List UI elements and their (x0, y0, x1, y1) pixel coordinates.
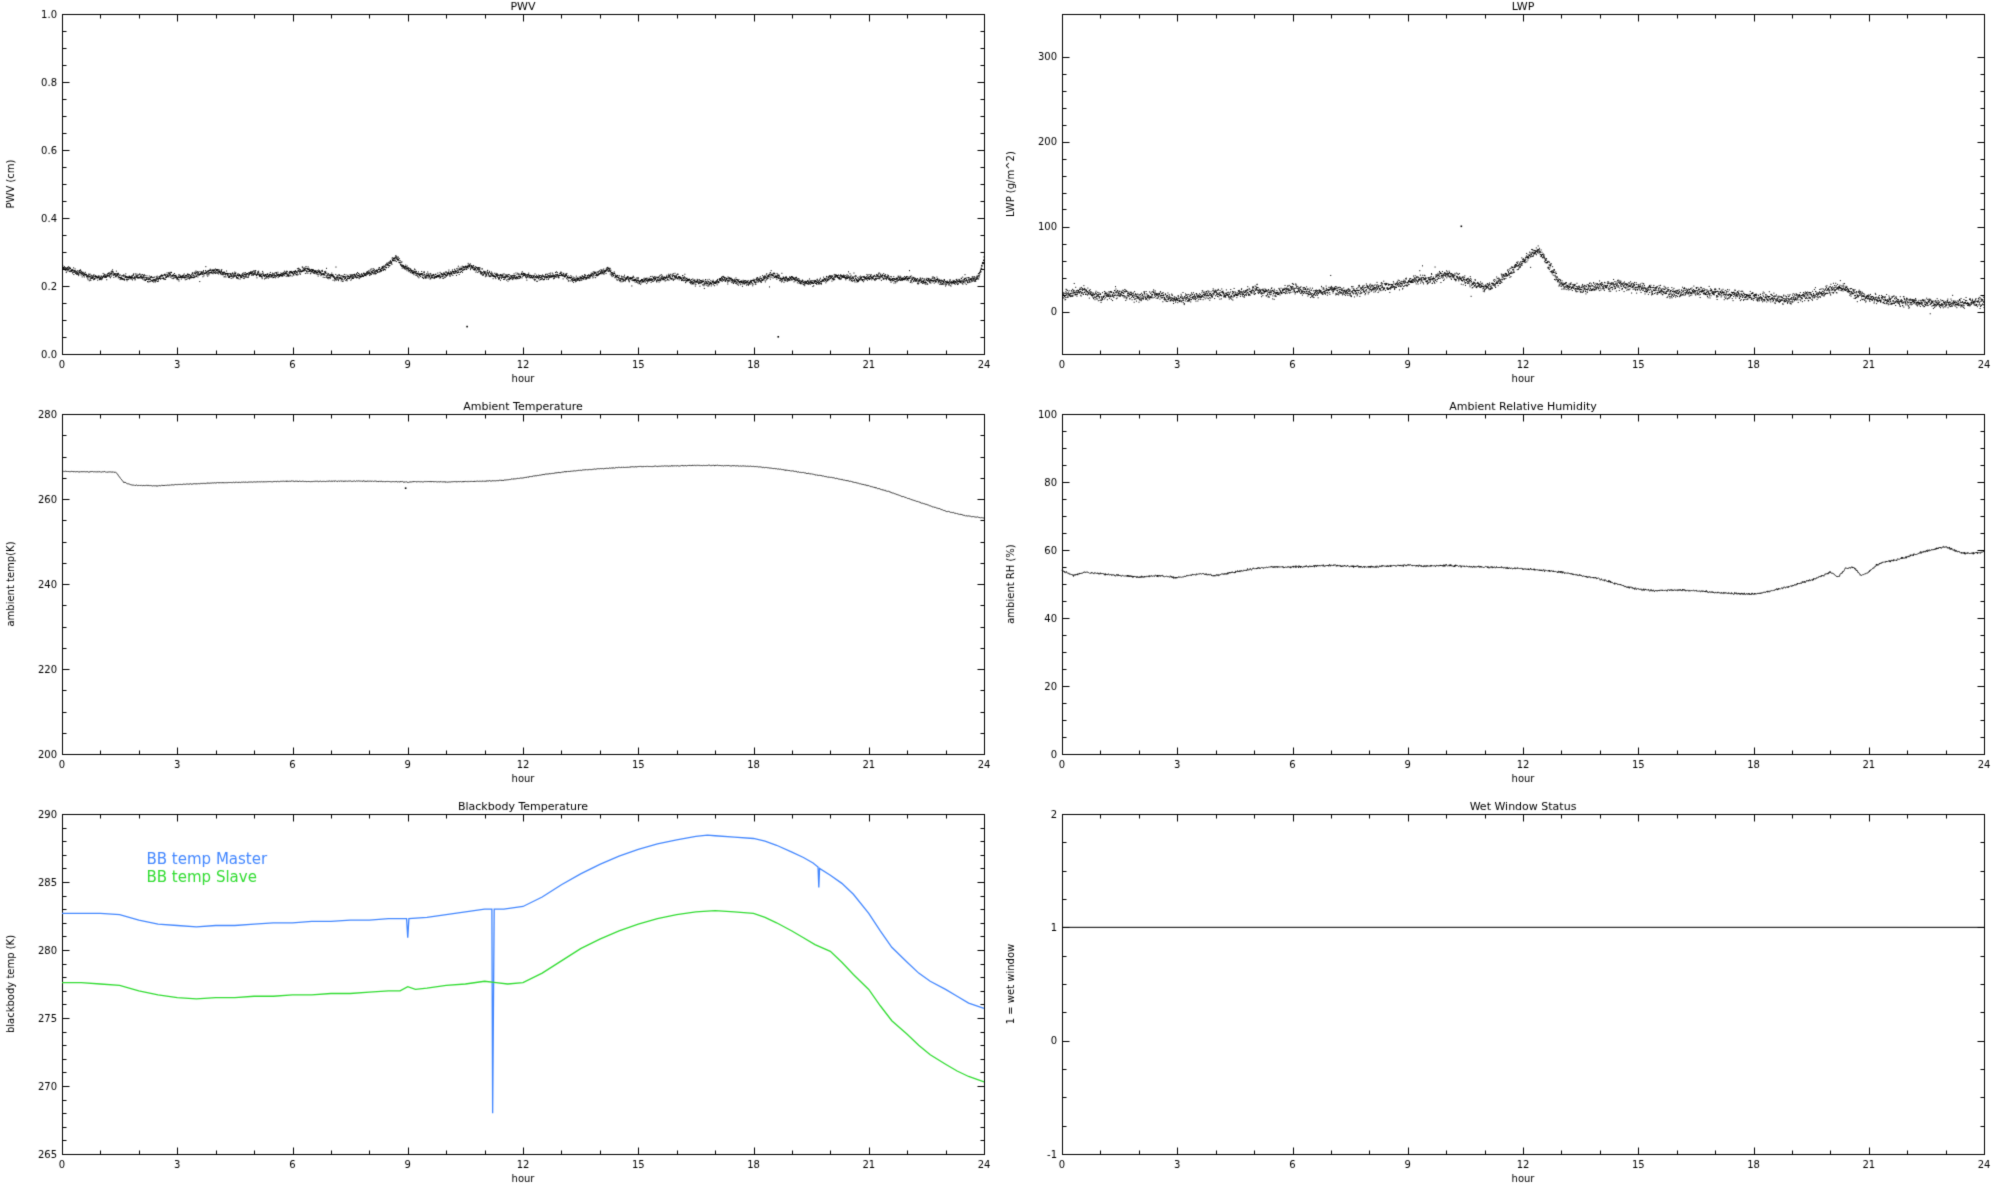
ambient-relative-humidity-chart-canvas (1000, 400, 2000, 800)
lwp-chart-panel (1000, 0, 2000, 400)
ambient-temperature-chart-canvas (0, 400, 1000, 800)
blackbody-temperature-chart-canvas (0, 800, 1000, 1200)
lwp-chart-canvas (1000, 0, 2000, 400)
pwv-chart-panel (0, 0, 1000, 400)
ambient-temperature-chart-panel (0, 400, 1000, 800)
wet-window-status-chart-canvas (1000, 800, 2000, 1200)
ambient-relative-humidity-chart-panel (1000, 400, 2000, 800)
blackbody-temperature-chart-panel (0, 800, 1000, 1200)
pwv-chart-canvas (0, 0, 1000, 400)
wet-window-status-chart-panel (1000, 800, 2000, 1200)
